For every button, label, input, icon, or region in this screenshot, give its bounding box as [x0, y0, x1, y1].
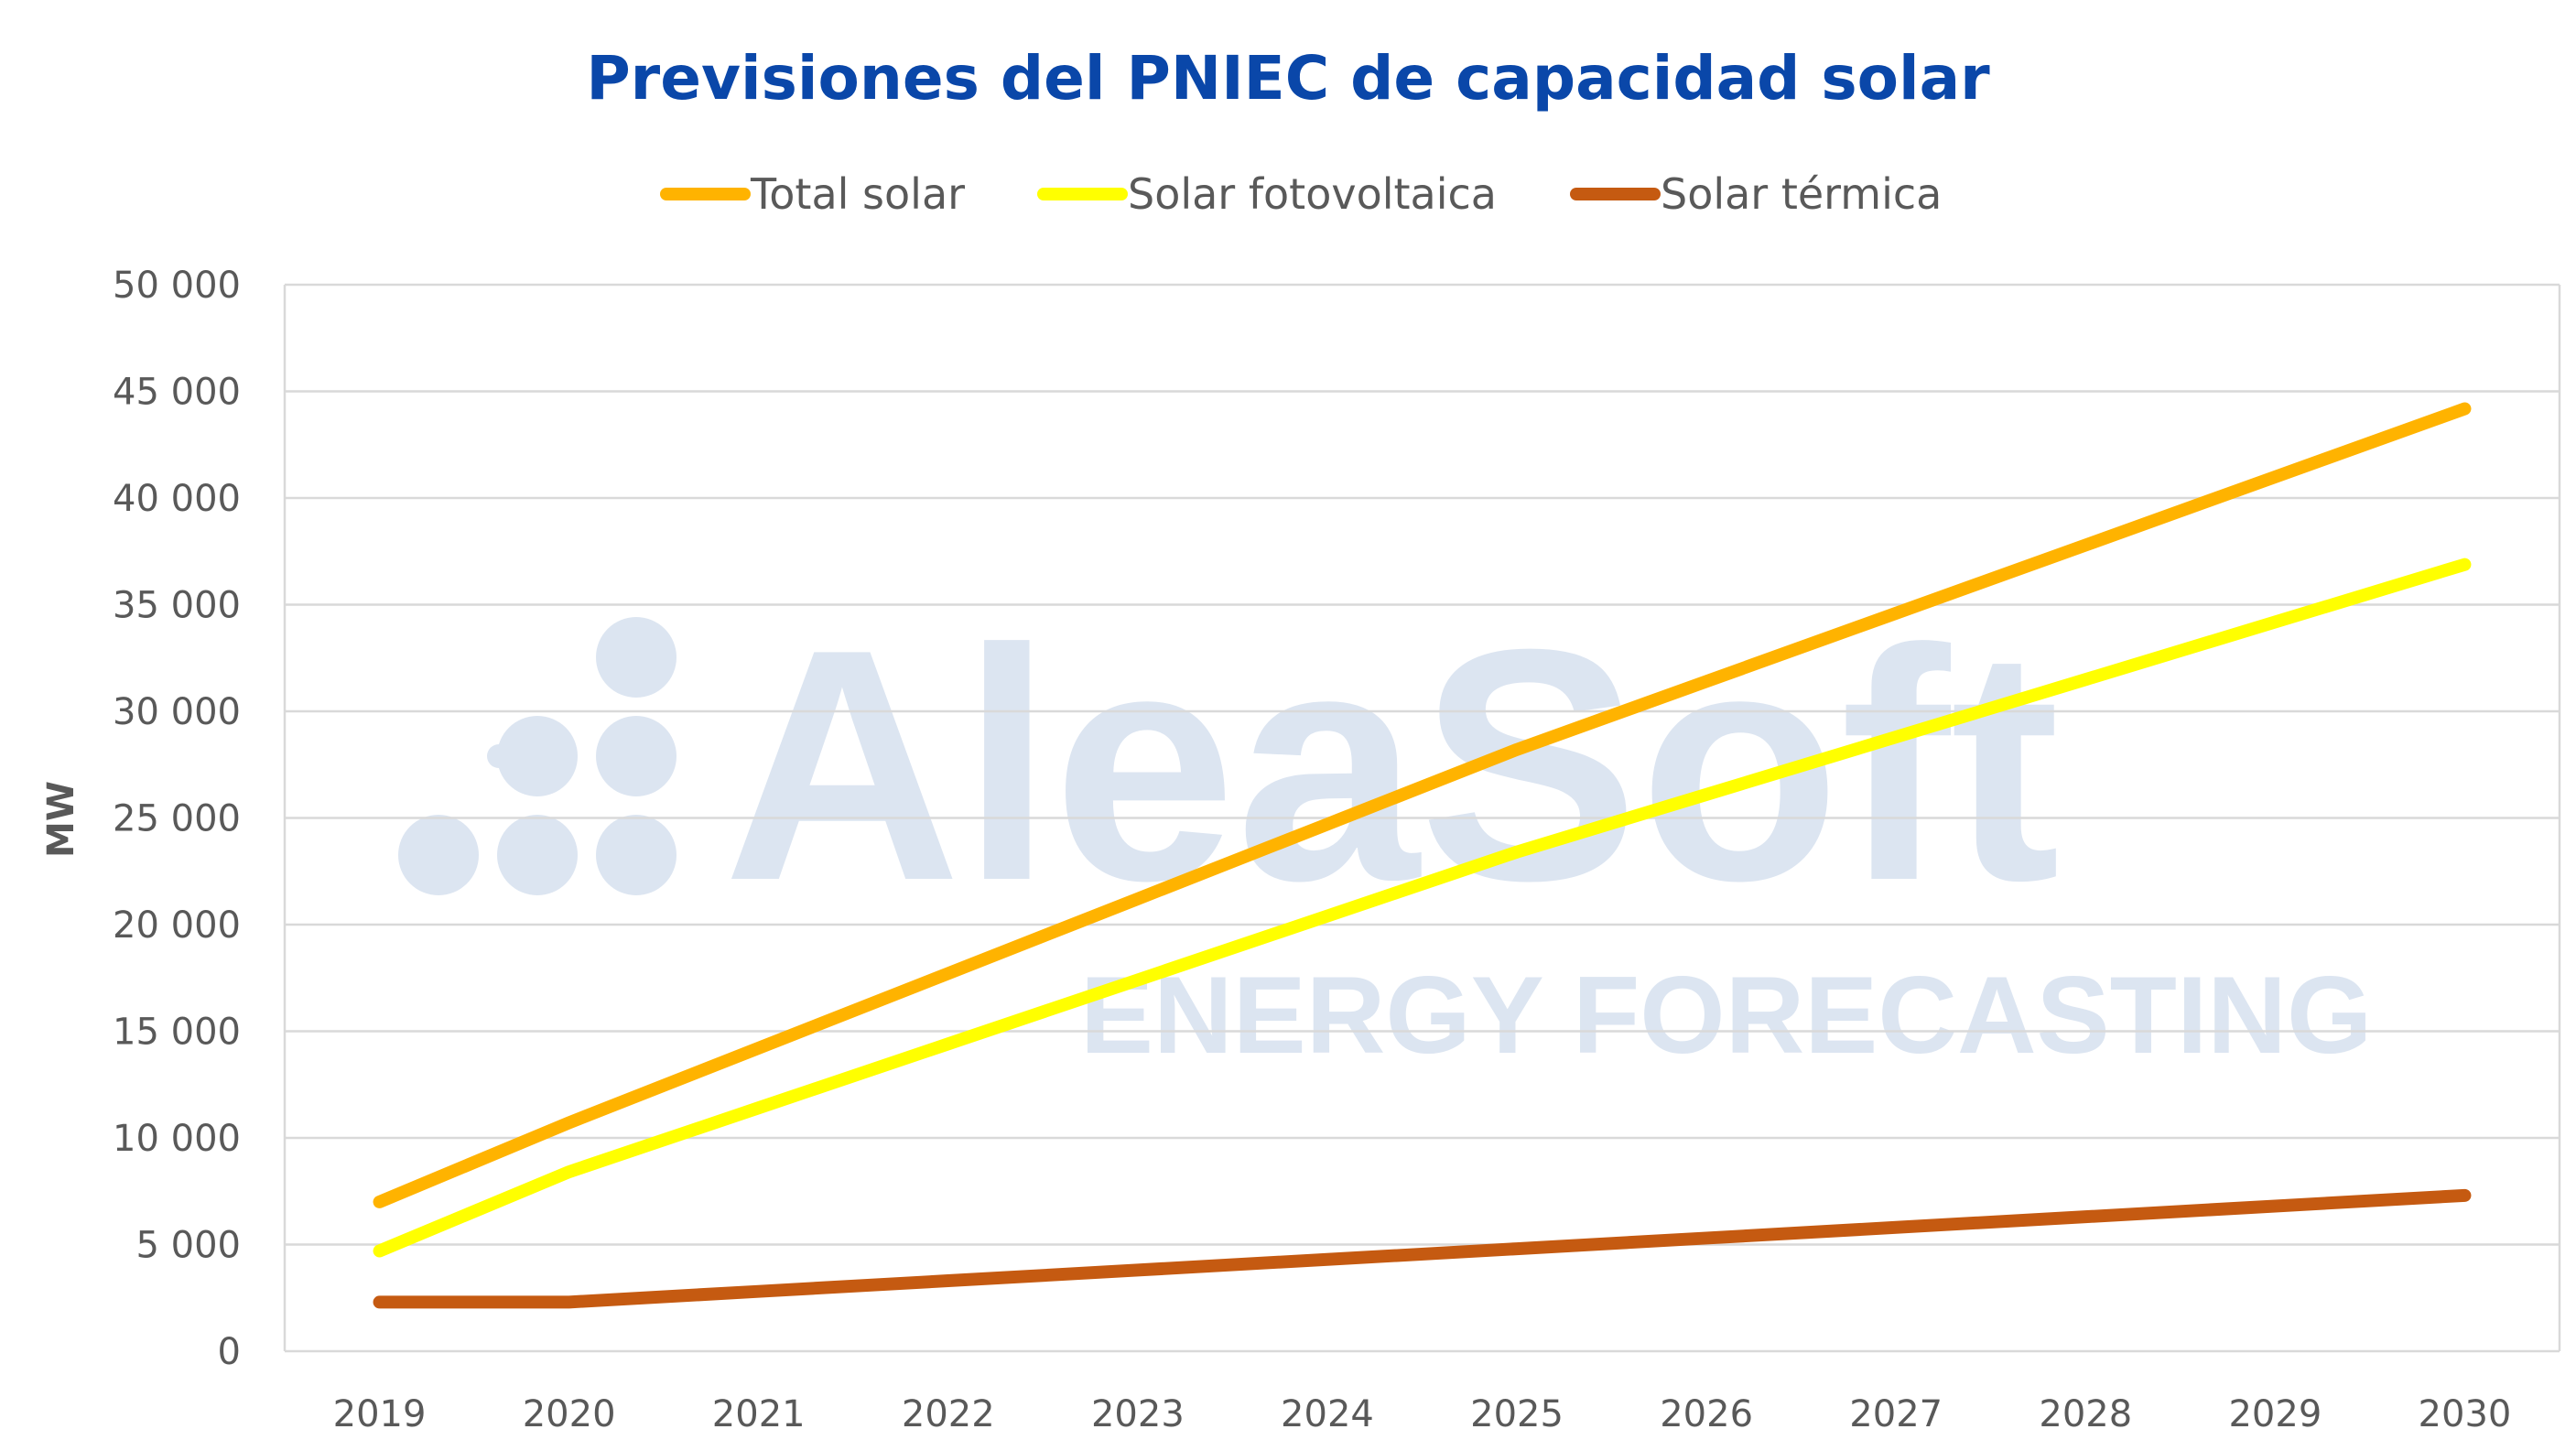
y-tick-label: 20 000 — [113, 904, 241, 947]
logo-dot — [596, 815, 676, 895]
series-line-0 — [373, 402, 2472, 1208]
data-point — [2084, 678, 2086, 680]
data-point — [1137, 898, 1139, 900]
series-line-2 — [373, 1188, 2472, 1309]
y-tick-labels: 0 5 000 10 000 15 000 20 000 25 000 30 000 35 0… — [113, 265, 241, 1373]
x-tick-label: 2021 — [712, 1393, 806, 1435]
x-tick-label: 2020 — [523, 1393, 616, 1435]
data-point — [1516, 1248, 1518, 1250]
legend-label: Solar térmica — [1661, 169, 1942, 219]
data-point — [2463, 407, 2465, 409]
data-point — [947, 1280, 949, 1282]
series-lines — [373, 402, 2472, 1309]
data-point — [947, 972, 949, 974]
logo-dot — [596, 716, 676, 796]
x-tick-label: 2030 — [2419, 1393, 2512, 1435]
y-tick-label: 5 000 — [135, 1225, 241, 1267]
data-point — [947, 1043, 949, 1045]
logo-dot — [596, 617, 676, 698]
data-point — [1516, 851, 1518, 853]
gridlines — [283, 283, 2561, 1353]
data-point — [1895, 612, 1897, 614]
y-tick-label: 40 000 — [113, 478, 241, 520]
y-tick-label: 10 000 — [113, 1118, 241, 1160]
data-point — [1326, 1259, 1328, 1261]
aleasoft-logo-dots-icon — [398, 617, 676, 895]
data-point — [568, 1121, 570, 1123]
data-point — [1326, 915, 1328, 917]
data-point — [1895, 1227, 1897, 1229]
x-tick-label: 2024 — [1281, 1393, 1374, 1435]
y-tick-label: 50 000 — [113, 265, 241, 307]
legend-label: Total solar — [750, 169, 965, 219]
data-point — [1326, 823, 1328, 825]
data-point — [2274, 1205, 2276, 1207]
y-axis-label: MW — [40, 781, 82, 858]
y-tick-label: 15 000 — [113, 1012, 241, 1054]
legend-label: Solar fotovoltaica — [1128, 169, 1497, 219]
data-point — [758, 1047, 760, 1049]
data-point — [2084, 544, 2086, 546]
y-tick-label: 35 000 — [113, 585, 241, 627]
data-point — [2274, 621, 2276, 623]
y-tick-label: 30 000 — [113, 691, 241, 733]
x-tick-label: 2027 — [1849, 1393, 1943, 1435]
data-point — [1137, 1269, 1139, 1271]
x-tick-label: 2029 — [2228, 1393, 2322, 1435]
series-line-1 — [373, 558, 2472, 1258]
data-point — [2463, 1195, 2465, 1196]
y-tick-label: 25 000 — [113, 798, 241, 840]
logo-dot — [398, 815, 479, 895]
y-tick-label: 45 000 — [113, 372, 241, 414]
data-point — [379, 1201, 381, 1203]
data-point — [2463, 564, 2465, 566]
x-tick-label: 2028 — [2039, 1393, 2132, 1435]
x-tick-label: 2022 — [902, 1393, 995, 1435]
x-tick-label: 2019 — [333, 1393, 427, 1435]
data-point — [2274, 476, 2276, 478]
legend: Total solar Solar fotovoltaica Solar térmi… — [660, 169, 1942, 219]
data-point — [1705, 794, 1707, 796]
data-point — [1705, 680, 1707, 682]
chart-title: Previsiones del PNIEC de capacidad solar — [586, 43, 1990, 114]
data-point — [1895, 736, 1897, 738]
logo-dot — [497, 815, 578, 895]
data-point — [1516, 749, 1518, 751]
watermark-tagline: ENERGY FORECASTING — [1080, 954, 2372, 1077]
data-point — [568, 1171, 570, 1173]
x-tick-label: 2025 — [1470, 1393, 1564, 1435]
x-tick-label: 2026 — [1660, 1393, 1753, 1435]
logo-dot — [497, 716, 578, 796]
x-tick-label: 2023 — [1091, 1393, 1185, 1435]
data-point — [568, 1301, 570, 1303]
x-tick-labels: 2019 2020 2021 2022 2023 2024 2025 2026 2027 2028… — [333, 1393, 2512, 1435]
aleasoft-watermark: AleaSoft ENERGY FORECASTING — [398, 581, 2372, 1077]
data-point — [758, 1107, 760, 1109]
data-point — [379, 1301, 381, 1303]
data-point — [1705, 1237, 1707, 1239]
data-point — [758, 1291, 760, 1293]
y-tick-label: 0 — [218, 1331, 241, 1373]
logo-dot — [487, 744, 511, 768]
data-point — [2084, 1216, 2086, 1218]
